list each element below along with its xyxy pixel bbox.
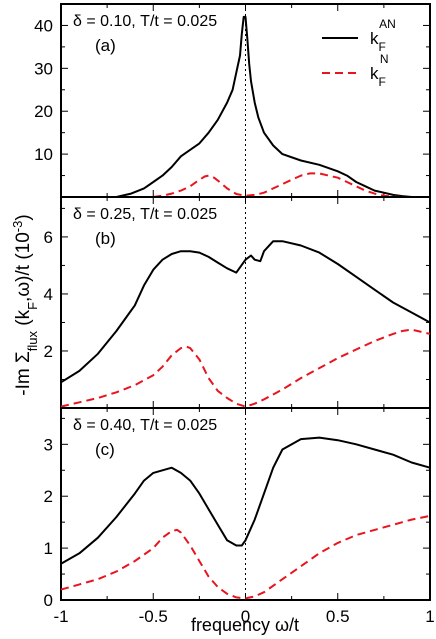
panel-3: 0 1 2 3 -1 -0.5 0 0.5 1 δ = 0.40, T/t = 0.025 (c) <box>44 407 435 626</box>
y-tick-label: 40 <box>34 16 53 35</box>
y-tick-label: 4 <box>44 285 53 304</box>
series-line-kf-n <box>153 172 403 198</box>
y-tick-label: 10 <box>34 145 53 164</box>
x-tick-label: 0 <box>241 607 250 626</box>
panel-1: 10 20 30 40 δ = 0.10, T/t = 0.025 (a) <box>34 3 431 198</box>
panel-title: δ = 0.10, T/t = 0.025 <box>73 13 217 30</box>
series-line-kf-an <box>60 240 431 384</box>
x-axis-label: frequency ω/t <box>191 615 299 635</box>
y-axis-shared-label: -Im Σflux (kF,ω)/t (10-3) <box>10 214 40 395</box>
series-line-kf-n <box>60 514 431 600</box>
y-tick-label: 6 <box>44 228 53 247</box>
legend-label-kf-n: kFN <box>370 52 389 89</box>
panel-title: δ = 0.40, T/t = 0.025 <box>73 417 217 434</box>
y-tick-label: 1 <box>44 539 53 558</box>
x-tick-label: -1 <box>53 607 68 626</box>
y-tick-label: 3 <box>44 435 53 454</box>
legend-label-kf-an: kFAN <box>370 17 396 54</box>
series-line-kf-n <box>60 328 431 408</box>
x-tick-label: -0.5 <box>139 607 168 626</box>
x-tick-label: 1 <box>425 607 434 626</box>
y-tick-label: 0 <box>44 591 53 610</box>
panel-label: (b) <box>95 229 116 248</box>
panel-title: δ = 0.25, T/t = 0.025 <box>73 206 217 223</box>
y-tick-label: 20 <box>34 102 53 121</box>
panel-label: (c) <box>95 440 115 459</box>
y-tick-label: 30 <box>34 59 53 78</box>
legend: kFAN kFN <box>322 17 396 89</box>
series-line-kf-an <box>60 436 431 565</box>
y-tick-label: 2 <box>44 342 53 361</box>
y-tick-label: 2 <box>44 487 53 506</box>
panel-2: 2 4 6 δ = 0.25, T/t = 0.025 (b) <box>44 196 431 409</box>
x-tick-label: 0.5 <box>326 607 350 626</box>
panel-label: (a) <box>95 36 116 55</box>
series-line-kf-an <box>116 15 412 198</box>
